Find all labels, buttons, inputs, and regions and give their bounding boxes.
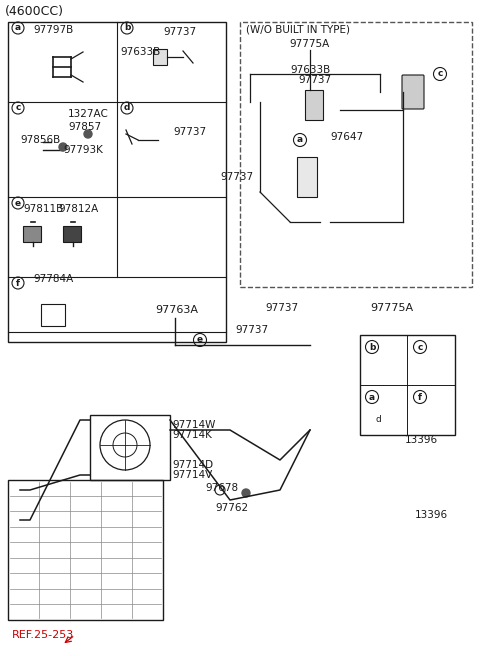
Text: (4600CC): (4600CC) [5, 5, 64, 18]
Circle shape [242, 489, 250, 497]
Text: d: d [124, 104, 130, 112]
Text: 97737: 97737 [220, 172, 253, 182]
Text: b: b [124, 24, 130, 33]
Text: 97737: 97737 [163, 27, 196, 37]
Text: 97775A: 97775A [370, 303, 413, 313]
Text: 13396: 13396 [405, 435, 438, 445]
Text: (W/O BUILT IN TYPE): (W/O BUILT IN TYPE) [246, 25, 350, 35]
Text: 97633B: 97633B [120, 47, 160, 57]
Text: a: a [15, 24, 21, 33]
Text: 97737: 97737 [235, 325, 268, 335]
Text: 97784A: 97784A [33, 274, 73, 284]
Text: f: f [16, 279, 20, 287]
Text: f: f [418, 392, 422, 401]
Text: c: c [15, 104, 21, 112]
Text: c: c [437, 70, 443, 79]
FancyBboxPatch shape [305, 90, 323, 120]
Text: a: a [297, 136, 303, 144]
Text: 97737: 97737 [298, 75, 331, 85]
Text: 1327AC: 1327AC [68, 109, 109, 119]
Text: e: e [197, 335, 203, 344]
Text: 97633B: 97633B [290, 65, 330, 75]
Text: a: a [369, 392, 375, 401]
Text: 97856B: 97856B [20, 135, 60, 145]
Text: b: b [369, 342, 375, 352]
Text: 97763A: 97763A [155, 305, 198, 315]
Text: d: d [375, 415, 381, 424]
Text: 97812A: 97812A [58, 204, 98, 214]
Text: 97714D: 97714D [172, 460, 213, 470]
Text: REF.25-253: REF.25-253 [12, 630, 74, 640]
Text: 97714W: 97714W [172, 420, 216, 430]
Text: 13396: 13396 [415, 510, 448, 520]
FancyBboxPatch shape [153, 49, 167, 65]
Text: 97678: 97678 [205, 483, 238, 493]
Text: 97793K: 97793K [63, 145, 103, 155]
Circle shape [59, 143, 67, 151]
FancyBboxPatch shape [23, 226, 41, 242]
FancyBboxPatch shape [402, 75, 424, 109]
Text: 97797B: 97797B [33, 25, 73, 35]
Text: 97737: 97737 [265, 303, 298, 313]
Text: 97811B: 97811B [23, 204, 63, 214]
Text: e: e [15, 199, 21, 207]
FancyBboxPatch shape [297, 157, 317, 197]
Text: 97714V: 97714V [172, 470, 212, 480]
Text: 97714K: 97714K [172, 430, 212, 440]
FancyBboxPatch shape [63, 226, 81, 242]
Text: 97775A: 97775A [290, 39, 330, 49]
Text: 97647: 97647 [330, 132, 363, 142]
Text: 97762: 97762 [215, 503, 248, 513]
Text: 97857: 97857 [68, 122, 101, 132]
Text: c: c [417, 342, 423, 352]
Circle shape [84, 130, 92, 138]
Text: 97737: 97737 [173, 127, 206, 137]
